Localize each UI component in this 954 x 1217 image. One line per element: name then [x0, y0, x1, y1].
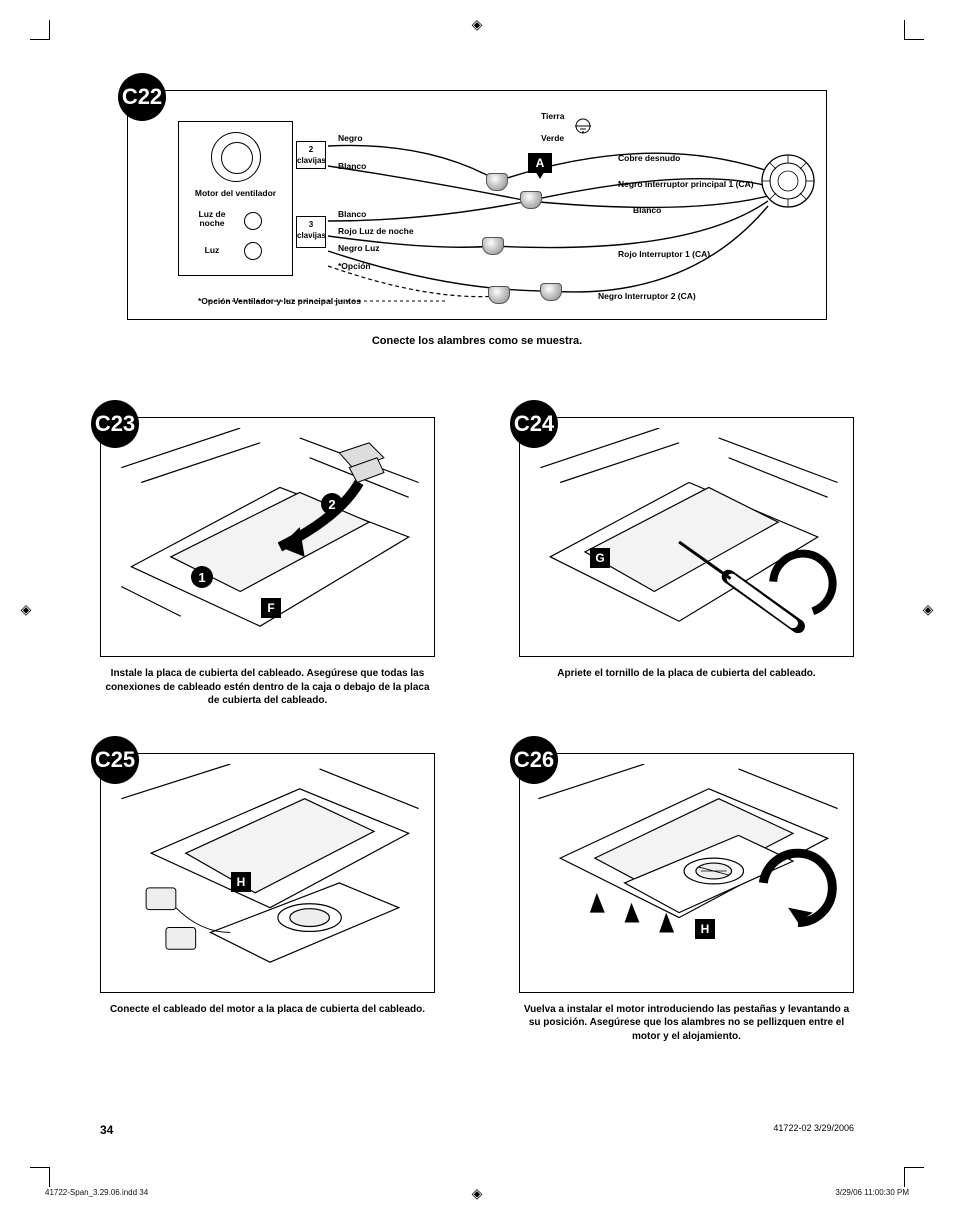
page-number: 34: [100, 1123, 113, 1137]
wire-label-negro-int1: Negro Interruptor principal 1 (CA): [618, 179, 754, 189]
crop-mark: [30, 1167, 50, 1187]
marker-a: A: [528, 153, 552, 173]
wire-label-rojo-noche: Rojo Luz de noche: [338, 226, 414, 236]
wire-label-opcion: *Opción: [338, 261, 371, 271]
step-c24: C24: [519, 417, 854, 708]
plug-2pin: 2 clavijas: [296, 141, 326, 169]
light-icon: [244, 242, 262, 260]
wire-nut-icon: [482, 237, 504, 255]
c24-caption: Apriete el tornillo de la placa de cubie…: [519, 667, 854, 681]
fan-motor-label: Motor del ventilador: [179, 188, 292, 198]
c26-caption: Vuelva a instalar el motor introduciendo…: [519, 1003, 854, 1044]
crop-mark: [904, 1167, 924, 1187]
page-footer: 34 41722-02 3/29/2006: [100, 1123, 854, 1137]
registration-mark-icon: ◈: [469, 16, 485, 32]
wire-label-tierra: Tierra: [541, 111, 564, 121]
light-label: Luz: [187, 245, 237, 255]
wire-label-blanco: Blanco: [338, 161, 366, 171]
fan-motor-icon: [211, 132, 261, 182]
wire-label-negro-luz: Negro Luz: [338, 243, 380, 253]
crop-mark: [904, 20, 924, 40]
wire-nut-icon: [488, 286, 510, 304]
nightlight-label: Luz de noche: [187, 210, 237, 229]
illustration-c25: [111, 764, 424, 982]
steps-row-1: C23: [100, 417, 854, 708]
c23-caption: Instale la placa de cubierta del cablead…: [100, 667, 435, 708]
letter-badge-f: F: [261, 598, 281, 618]
option-note: *Opción Ventilador y luz principal junto…: [198, 296, 361, 306]
illustration-c24: [530, 428, 843, 646]
step-c26: C26: [519, 753, 854, 1044]
c22-caption: Conecte los alambres como se muestra.: [100, 335, 854, 347]
wire-label-negro-int2: Negro Interruptor 2 (CA): [598, 291, 696, 301]
registration-mark-icon: ◈: [920, 601, 936, 617]
plug-3pin: 3 clavijas: [296, 216, 326, 248]
doc-reference: 41722-02 3/29/2006: [773, 1123, 854, 1137]
fan-module: Motor del ventilador Luz de noche Luz: [178, 121, 293, 276]
slug-line: 41722-Span_3.29.06.indd 34 3/29/06 11:00…: [45, 1188, 909, 1197]
num-badge-2: 2: [321, 493, 343, 515]
wire-label-cobre: Cobre desnudo: [618, 153, 680, 163]
nightlight-icon: [244, 212, 262, 230]
wire-label-negro: Negro: [338, 133, 363, 143]
num-badge-1: 1: [191, 566, 213, 588]
wiring-diagram-c22: C22 Motor del ventilador Luz de noche Lu…: [127, 90, 827, 320]
c25-caption: Conecte el cableado del motor a la placa…: [100, 1003, 435, 1017]
letter-badge-h: H: [231, 872, 251, 892]
illustration-c26: [530, 764, 843, 982]
step-c25: C25: [100, 753, 435, 1044]
slug-left: 41722-Span_3.29.06.indd 34: [45, 1188, 148, 1197]
wire-nut-icon: [486, 173, 508, 191]
letter-badge-h2: H: [695, 919, 715, 939]
step-badge-c22: C22: [118, 73, 166, 121]
steps-row-2: C25: [100, 753, 854, 1044]
registration-mark-icon: ◈: [18, 601, 34, 617]
wire-label-rojo-int1: Rojo Interruptor 1 (CA): [618, 249, 710, 259]
slug-right: 3/29/06 11:00:30 PM: [835, 1188, 909, 1197]
crop-mark: [30, 20, 50, 40]
page-content: C22 Motor del ventilador Luz de noche Lu…: [100, 60, 854, 1137]
letter-badge-g: G: [590, 548, 610, 568]
junction-box-icon: [758, 151, 818, 211]
wire-label-verde: Verde: [541, 133, 564, 143]
step-c23: C23: [100, 417, 435, 708]
wire-nut-icon: [540, 283, 562, 301]
wire-label-blanco2: Blanco: [338, 209, 366, 219]
wire-nut-icon: [520, 191, 542, 209]
wire-label-blanco-r: Blanco: [633, 205, 661, 215]
